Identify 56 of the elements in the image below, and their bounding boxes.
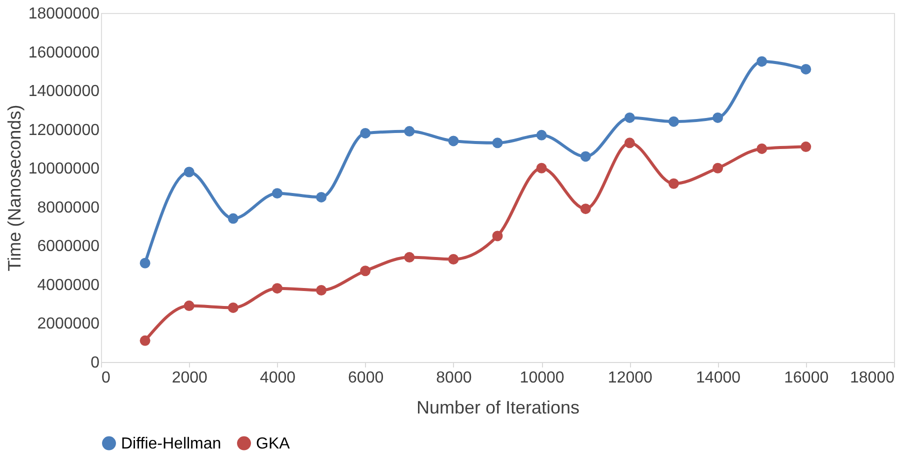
x-tick-label: 18000 [850, 370, 895, 386]
x-tick-label: 10000 [520, 370, 564, 386]
y-tick-label: 10000000 [28, 160, 100, 178]
point [492, 138, 503, 148]
point [624, 112, 635, 123]
point [184, 300, 194, 312]
point [316, 285, 327, 296]
point [756, 56, 768, 67]
point [404, 126, 415, 137]
point [404, 252, 415, 263]
y-tick-label: 0 [90, 354, 100, 372]
point [624, 138, 635, 148]
point [712, 162, 724, 174]
point [272, 188, 282, 199]
point [536, 130, 547, 140]
point [800, 142, 812, 152]
point [316, 192, 327, 202]
legend-label: GKA [256, 435, 290, 452]
point [580, 151, 591, 162]
x-tick-label: 0 [102, 370, 110, 386]
point [668, 116, 679, 127]
y-axis-title: Time (Nanoseconds) [4, 104, 24, 272]
y-tick-label: 6000000 [37, 238, 100, 256]
x-tick-label: 4000 [260, 370, 296, 386]
y-tick-label: 14000000 [28, 83, 100, 100]
point [492, 230, 503, 242]
point [536, 162, 547, 174]
point [448, 136, 459, 146]
y-tick-label: 16000000 [28, 44, 100, 62]
y-tick-label: 2000000 [37, 316, 100, 333]
point [228, 213, 238, 224]
point [272, 283, 282, 294]
y-tick-label: 12000000 [28, 122, 100, 139]
point [712, 112, 724, 123]
x-axis-title: Number of Iterations [416, 398, 580, 418]
point [800, 64, 812, 74]
x-tick-label: 12000 [608, 370, 653, 386]
point [360, 266, 371, 276]
point [668, 178, 679, 189]
x-tick-label: 16000 [784, 370, 829, 386]
point [448, 254, 459, 264]
y-tick-label: 4000000 [37, 276, 100, 294]
x-tick-label: 6000 [348, 370, 384, 386]
y-tick-label: 18000000 [28, 6, 100, 22]
legend-label: Diffie-Hellman [121, 435, 222, 452]
point [140, 335, 150, 346]
point [228, 302, 238, 313]
point [580, 204, 591, 214]
x-tick-label: 14000 [696, 370, 741, 386]
point [360, 128, 371, 138]
x-tick-label: 2000 [172, 370, 208, 386]
y-tick-label: 8000000 [37, 199, 100, 216]
point [140, 258, 150, 268]
point [184, 166, 194, 178]
point [756, 143, 768, 154]
x-tick-label: 8000 [436, 370, 472, 386]
